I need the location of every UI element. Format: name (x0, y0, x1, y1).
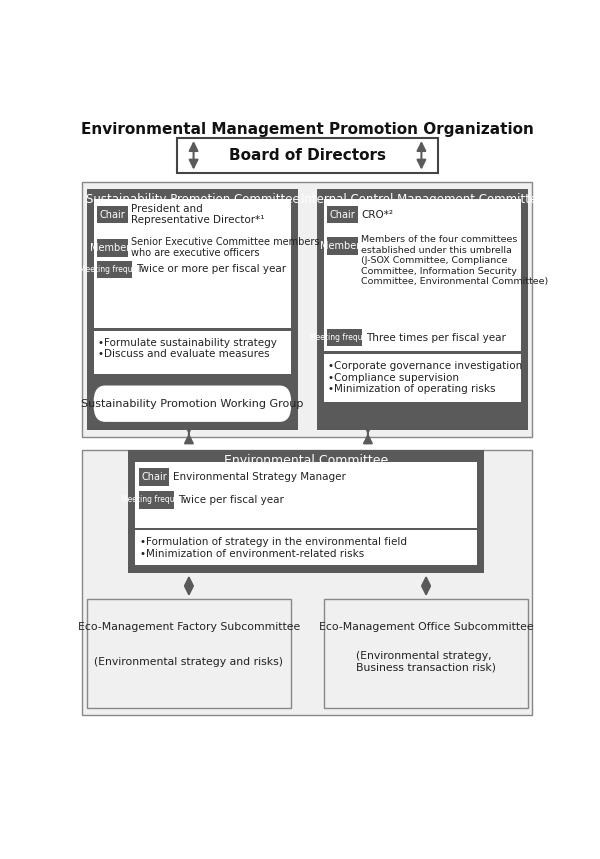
Text: Members: Members (90, 242, 135, 253)
Text: CRO*²: CRO*² (361, 210, 394, 220)
Text: •Formulation of strategy in the environmental field
•Minimization of environment: •Formulation of strategy in the environm… (140, 537, 407, 558)
Text: •Formulate sustainability strategy
•Discuss and evaluate measures: •Formulate sustainability strategy •Disc… (98, 338, 277, 359)
Text: Chair: Chair (100, 210, 125, 220)
Text: Environmental Committee: Environmental Committee (224, 454, 388, 466)
Text: Chair: Chair (330, 210, 355, 220)
Text: Members: Members (320, 241, 365, 251)
Bar (86, 189, 298, 430)
Text: Internal Control Management Committee: Internal Control Management Committee (301, 193, 544, 206)
Bar (139, 468, 169, 486)
Bar (324, 355, 521, 402)
Bar (128, 450, 484, 573)
Bar (136, 461, 477, 527)
Bar (136, 530, 477, 564)
Bar (86, 600, 291, 709)
Text: Three times per fiscal year: Three times per fiscal year (366, 332, 506, 343)
Text: Board of Directors: Board of Directors (229, 148, 386, 163)
Bar (97, 239, 128, 257)
Text: •Corporate governance investigation
•Compliance supervision
•Minimization of ope: •Corporate governance investigation •Com… (328, 361, 523, 394)
Text: Meeting frequency: Meeting frequency (121, 495, 193, 504)
Text: Eco-Management Factory Subcommittee: Eco-Management Factory Subcommittee (78, 622, 300, 632)
Text: Meeting frequency: Meeting frequency (79, 265, 151, 274)
Text: (Environmental strategy and risks): (Environmental strategy and risks) (94, 657, 283, 667)
Text: Members of the four committees
established under this umbrella
(J-SOX Committee,: Members of the four committees establish… (361, 235, 548, 286)
Text: Chair: Chair (142, 472, 167, 482)
Bar (82, 182, 532, 437)
Text: Twice or more per fiscal year: Twice or more per fiscal year (136, 265, 286, 274)
Text: Sustainability Promotion Committee: Sustainability Promotion Committee (86, 193, 299, 206)
Text: Sustainability Promotion Working Group: Sustainability Promotion Working Group (81, 399, 304, 409)
Text: Meeting frequency: Meeting frequency (309, 333, 381, 342)
Bar (97, 260, 132, 278)
Text: Environmental Strategy Manager: Environmental Strategy Manager (173, 472, 346, 482)
Bar (324, 600, 529, 709)
Text: Senior Executive Committee members
who are executive officers: Senior Executive Committee members who a… (131, 237, 320, 259)
FancyBboxPatch shape (94, 386, 291, 422)
Text: Environmental Management Promotion Organization: Environmental Management Promotion Organ… (81, 122, 534, 137)
Text: Twice per fiscal year: Twice per fiscal year (178, 495, 284, 504)
Bar (328, 205, 358, 223)
Bar (328, 329, 362, 346)
Bar (317, 189, 529, 430)
Bar (328, 237, 358, 254)
Bar (94, 199, 291, 328)
Text: President and
Representative Director*¹: President and Representative Director*¹ (131, 204, 265, 225)
Bar (324, 199, 521, 351)
Bar (97, 205, 128, 223)
Text: (Environmental strategy,
Business transaction risk): (Environmental strategy, Business transa… (356, 651, 496, 673)
Text: Eco-Management Office Subcommittee: Eco-Management Office Subcommittee (319, 622, 533, 632)
Bar (82, 450, 532, 715)
Bar (139, 490, 174, 509)
Bar (178, 138, 438, 173)
Bar (94, 332, 291, 375)
